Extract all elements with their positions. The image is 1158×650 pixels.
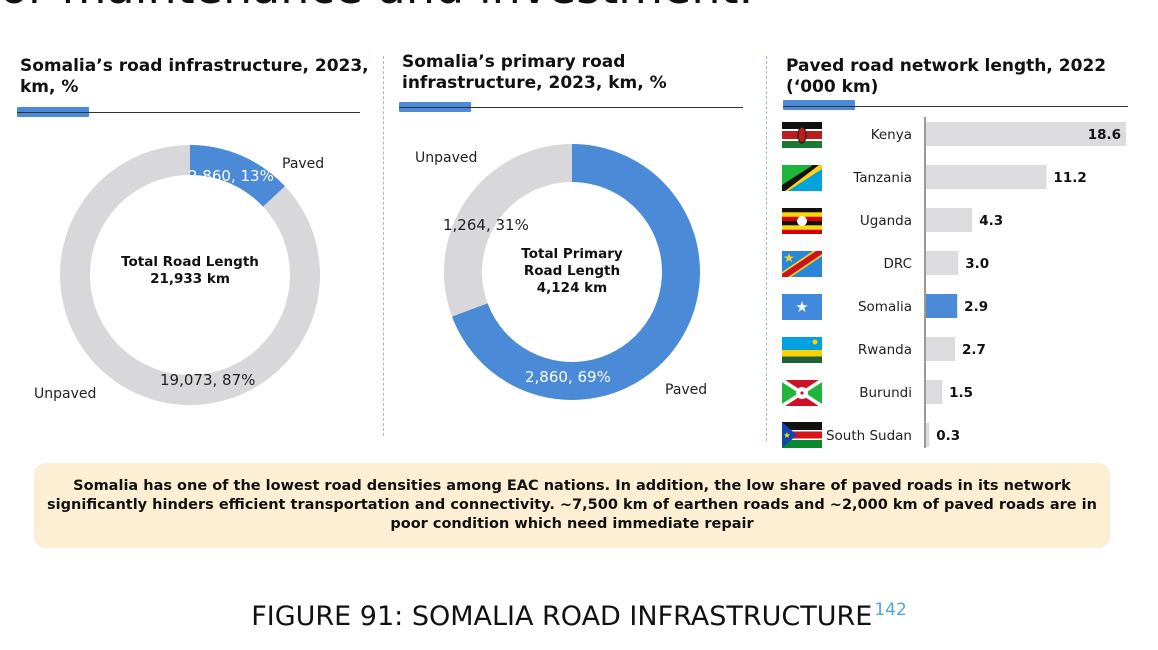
footnote-ref: 142 xyxy=(874,600,907,620)
donut-chart-primary: Paved 2,860, 69% Unpaved 1,264, 31% Total Pr… xyxy=(415,144,707,401)
donut-center-label: Total Primary xyxy=(521,246,623,262)
chart3-accent xyxy=(783,100,855,110)
summary-text: Somalia has one of the lowest road densi… xyxy=(47,478,1097,532)
slice-value-label: 1,264, 31% xyxy=(443,216,529,234)
summary-callout: Somalia has one of the lowest road densi… xyxy=(34,463,1110,548)
south-sudan-flag-icon xyxy=(782,422,822,448)
bar-drc xyxy=(926,251,959,275)
chart3-title: Paved road network length, 2022 (‘000 km… xyxy=(786,56,1107,97)
bar-value-label: 2.7 xyxy=(962,342,986,358)
cut-off-heading: or maintenance and investment. xyxy=(0,0,753,14)
bar-rwanda xyxy=(926,337,956,361)
slice-name-label: Paved xyxy=(665,382,707,398)
chart1-rule xyxy=(17,112,360,113)
slice-name-label: Unpaved xyxy=(34,386,96,402)
donut-slice-paved xyxy=(451,144,700,401)
bar-category-label: Tanzania xyxy=(852,170,912,186)
slice-name-label: Unpaved xyxy=(415,150,477,166)
bar-category-label: Kenya xyxy=(871,127,912,143)
rwanda-flag-icon xyxy=(782,337,822,363)
donut-center-label: 4,124 km xyxy=(537,280,607,296)
caption-text: FIGURE 91: SOMALIA ROAD INFRASTRUCTURE xyxy=(251,601,873,632)
slice-name-label: Paved xyxy=(282,156,324,172)
donut-slice-unpaved xyxy=(444,144,572,317)
donut-chart-total: Paved 2,860, 13% Unpaved 19,073, 87% Total R… xyxy=(34,145,324,405)
bar-somalia xyxy=(926,294,958,318)
chart2-rule xyxy=(399,107,743,108)
bar-burundi xyxy=(926,380,943,404)
chart1-title: Somalia’s road infrastructure, 2023, km,… xyxy=(20,56,369,97)
bar-value-label: 2.9 xyxy=(964,299,988,315)
bar-value-label: 18.6 xyxy=(1088,127,1121,143)
bar-category-label: South Sudan xyxy=(826,428,912,444)
kenya-flag-icon xyxy=(782,122,822,148)
chart2-title: Somalia’s primary road infrastructure, 2… xyxy=(402,52,667,93)
somalia-flag-icon xyxy=(782,294,822,320)
drc-flag-icon xyxy=(782,251,822,277)
figure-caption: FIGURE 91: SOMALIA ROAD INFRASTRUCTURE 14… xyxy=(0,600,1158,632)
donut-center-label: Total Road Length xyxy=(121,254,259,270)
bar-value-label: 11.2 xyxy=(1053,170,1086,186)
bar-value-label: 3.0 xyxy=(965,256,989,272)
slice-value-label: 2,860, 13% xyxy=(188,167,274,185)
bar-kenya xyxy=(926,122,1126,146)
burundi-flag-icon xyxy=(782,380,822,406)
bar-south-sudan xyxy=(926,423,930,447)
slice-value-label: 19,073, 87% xyxy=(160,371,255,389)
divider-2 xyxy=(766,56,767,441)
bar-uganda xyxy=(926,208,973,232)
bar-category-label: Somalia xyxy=(858,299,912,315)
bar-category-label: Burundi xyxy=(859,385,912,401)
chart3-rule xyxy=(783,106,1128,107)
uganda-flag-icon xyxy=(782,208,822,234)
bar-category-label: Rwanda xyxy=(858,342,912,358)
bar-tanzania xyxy=(926,165,1047,189)
divider-1 xyxy=(383,56,384,436)
donut-center-label: 21,933 km xyxy=(150,271,230,287)
bar-category-label: DRC xyxy=(883,256,912,272)
tanzania-flag-icon xyxy=(782,165,822,191)
bar-value-label: 1.5 xyxy=(949,385,973,401)
donut-slice-paved xyxy=(190,145,285,207)
bar-chart-paved-network: Kenya 18.6 Tanzania 11.2 Uganda 4.3 DRC 3.0 Soma… xyxy=(826,117,1126,448)
donut-center-label: Road Length xyxy=(524,263,620,279)
bar-value-label: 0.3 xyxy=(936,428,960,444)
bar-value-label: 4.3 xyxy=(979,213,1003,229)
slice-value-label: 2,860, 69% xyxy=(525,368,611,386)
bar-category-label: Uganda xyxy=(860,213,912,229)
